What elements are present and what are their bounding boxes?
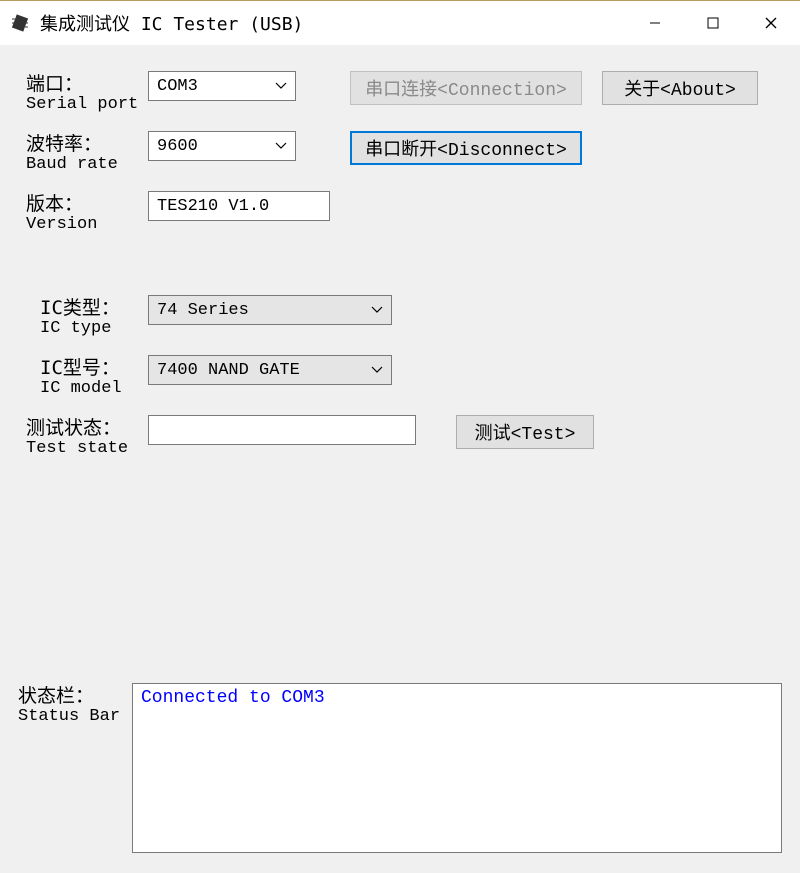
chevron-down-icon: [271, 82, 291, 90]
port-combo[interactable]: COM3: [148, 71, 296, 101]
chevron-down-icon: [367, 366, 387, 374]
row-icmodel: IC型号： IC model 7400 NAND GATE: [26, 355, 782, 399]
connect-button: 串口连接<Connection>: [350, 71, 582, 105]
row-ictype: IC类型： IC type 74 Series: [26, 295, 782, 339]
label-port-sub: Serial port: [26, 95, 148, 115]
titlebar: 集成测试仪 IC Tester (USB): [0, 1, 800, 45]
ictype-combo[interactable]: 74 Series: [148, 295, 392, 325]
version-field: TES210 V1.0: [148, 191, 330, 221]
app-window: 集成测试仪 IC Tester (USB) 端口： Serial port CO…: [0, 0, 800, 873]
status-area: 状态栏： Status Bar Connected to COM3: [18, 683, 782, 853]
client-area: 端口： Serial port COM3 串口连接<Connection> 关于…: [0, 45, 800, 873]
label-version: 版本：: [26, 193, 148, 215]
status-text: Connected to COM3: [141, 688, 325, 708]
about-button[interactable]: 关于<About>: [602, 71, 758, 105]
label-icmodel-sub: IC model: [40, 379, 148, 399]
row-baud: 波特率： Baud rate 9600 串口断开<Disconnect>: [26, 131, 782, 175]
label-statusbar-sub: Status Bar: [18, 707, 132, 727]
baud-value: 9600: [157, 137, 271, 156]
version-value: TES210 V1.0: [157, 197, 269, 216]
label-ictype: IC类型：: [40, 297, 148, 319]
label-icmodel: IC型号：: [40, 357, 148, 379]
label-teststate: 测试状态：: [26, 417, 148, 439]
minimize-button[interactable]: [626, 1, 684, 45]
label-port: 端口：: [26, 73, 148, 95]
label-baud-sub: Baud rate: [26, 155, 148, 175]
window-controls: [626, 1, 800, 45]
chip-icon: [10, 13, 30, 33]
status-textbox[interactable]: Connected to COM3: [132, 683, 782, 853]
label-baud: 波特率：: [26, 133, 148, 155]
test-button[interactable]: 测试<Test>: [456, 415, 594, 449]
row-teststate: 测试状态： Test state 测试<Test>: [26, 415, 782, 459]
ictype-value: 74 Series: [157, 301, 367, 320]
label-statusbar: 状态栏：: [18, 685, 132, 707]
chevron-down-icon: [271, 142, 291, 150]
label-version-sub: Version: [26, 215, 148, 235]
maximize-button[interactable]: [684, 1, 742, 45]
icmodel-combo[interactable]: 7400 NAND GATE: [148, 355, 392, 385]
window-title: 集成测试仪 IC Tester (USB): [40, 10, 303, 36]
row-version: 版本： Version TES210 V1.0: [26, 191, 782, 235]
icmodel-value: 7400 NAND GATE: [157, 361, 367, 380]
row-port: 端口： Serial port COM3 串口连接<Connection> 关于…: [26, 71, 782, 115]
chevron-down-icon: [367, 306, 387, 314]
label-ictype-sub: IC type: [40, 319, 148, 339]
teststate-field: [148, 415, 416, 445]
close-button[interactable]: [742, 1, 800, 45]
port-value: COM3: [157, 77, 271, 96]
baud-combo[interactable]: 9600: [148, 131, 296, 161]
label-teststate-sub: Test state: [26, 439, 148, 459]
disconnect-button[interactable]: 串口断开<Disconnect>: [350, 131, 582, 165]
